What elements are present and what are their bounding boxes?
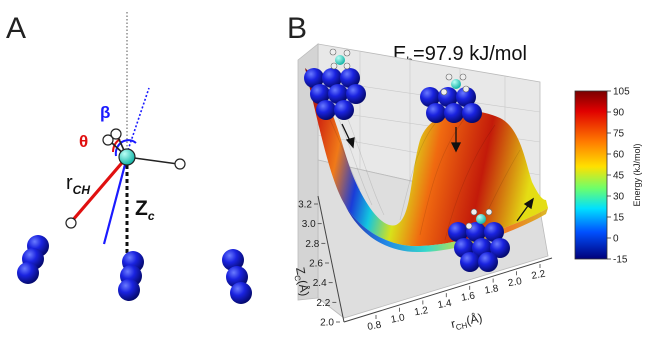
- hydrogen-atom-2: [110, 128, 122, 140]
- surface-atom: [118, 279, 140, 301]
- state-arrows: [341, 123, 534, 222]
- hydrogen-atom-3: [174, 158, 186, 170]
- tilt-axis-line: [127, 87, 150, 151]
- hydrogen-atom-4: [65, 217, 77, 229]
- initial-state-molecule: [304, 48, 366, 120]
- colorbar-tick-label: 75: [613, 129, 625, 140]
- colorbar-tick-label: 0: [613, 234, 619, 245]
- rch-tick-label: 2.0: [507, 276, 523, 289]
- rch-axis: 0.8 1.0 1.2 1.4 1.6 1.8 2.0 2.2 rCH(Å): [343, 257, 553, 333]
- zc-axis: 3.2 3.0 2.8 2.6 2.4 2.2 2.0 ZC(Å): [291, 195, 345, 329]
- colorbar-tick-label: 45: [613, 171, 625, 182]
- tilt-line: [102, 156, 129, 245]
- rch-tick-label: 1.8: [484, 283, 500, 296]
- rch-tick-label: 1.4: [437, 298, 453, 311]
- panel-a-label: A: [6, 12, 26, 45]
- colorbar-tick-label: 90: [613, 108, 625, 119]
- colorbar-gradient: [574, 90, 608, 260]
- beta-label: β: [100, 103, 110, 122]
- rch-axis-label: rCH(Å): [450, 310, 484, 333]
- zc-label: Zc: [135, 197, 155, 223]
- plot-side-wall: [297, 43, 319, 301]
- carbon-atom: [118, 148, 136, 166]
- panel-b: B Eb=97.9 kJ/mol: [287, 12, 642, 333]
- theta-label: θ: [79, 132, 88, 151]
- energy-surface-front: [345, 205, 548, 253]
- zc-axis-label: ZC(Å): [291, 266, 313, 298]
- surface-atom: [230, 282, 252, 304]
- rch-bond: [70, 155, 129, 223]
- rch-tick-label: 1.6: [460, 290, 476, 303]
- rch-tick-label: 1.0: [390, 312, 406, 325]
- colorbar-tick-label: -15: [613, 255, 628, 266]
- zc-tick-label: 3.2: [298, 200, 312, 211]
- surface-atom: [222, 249, 244, 271]
- colorbar-title: Energy (kJ/mol): [632, 143, 642, 206]
- rch-tick-label: 2.2: [531, 269, 547, 282]
- surface-atom: [17, 262, 39, 284]
- panel-b-label: B: [287, 12, 307, 45]
- zc-tick-label: 2.0: [320, 318, 334, 329]
- transition-state-molecule: [420, 73, 482, 123]
- energy-surface: [305, 68, 548, 247]
- zc-tick-label: 2.6: [309, 259, 323, 270]
- zc-tick-label: 2.8: [305, 239, 319, 250]
- panel-a: A β θ rCH Zc: [6, 12, 252, 304]
- rch-tick-label: 1.2: [413, 305, 429, 318]
- zc-tick-label: 2.4: [313, 278, 327, 289]
- final-state-molecule: [448, 208, 510, 272]
- colorbar-tick-label: 30: [613, 192, 625, 203]
- zc-tick-label: 3.0: [302, 219, 316, 230]
- rch-label: rCH: [66, 172, 90, 197]
- colorbar-tick-label: 105: [613, 87, 630, 98]
- colorbar-tick-label: 15: [613, 213, 625, 224]
- rch-tick-label: 0.8: [367, 320, 383, 333]
- zc-tick-label: 2.2: [316, 298, 330, 309]
- surface-atoms: [17, 235, 252, 304]
- colorbar: 105 90 75 60 45 30 15 0 -15 Energy (kJ/mol): [574, 87, 642, 266]
- colorbar-tick-label: 60: [613, 150, 625, 161]
- hydrogen-atom-1: [102, 134, 114, 146]
